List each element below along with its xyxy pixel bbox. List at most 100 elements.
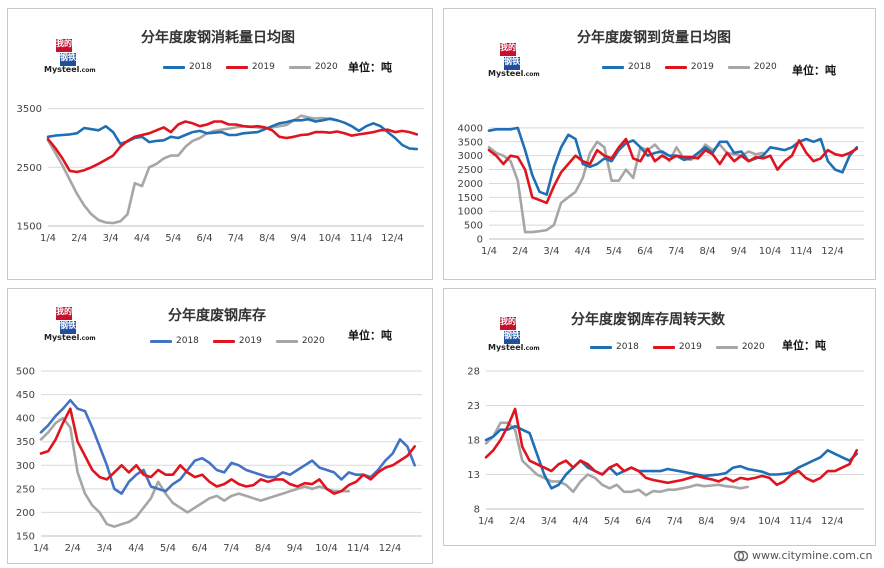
logo-wordmark-suffix: .com — [523, 71, 540, 78]
chart-legend: 2018 2019 2020 — [602, 62, 777, 72]
chart-title: 分年度废钢消耗量日均图 — [141, 30, 295, 46]
y-tick-label: 200 — [16, 508, 35, 519]
logo-line2: 钢铁 — [504, 57, 520, 66]
unit-label: 单位：吨 — [792, 64, 836, 77]
legend-item-2018: 2018 — [150, 336, 199, 346]
legend-item-2020: 2020 — [288, 62, 338, 72]
x-tick-label: 12/4 — [379, 543, 401, 554]
x-tick-label: 4/4 — [572, 516, 588, 527]
logo-line2: 钢铁 — [60, 53, 76, 62]
x-tick-label: 3/4 — [96, 543, 112, 554]
y-tick-label: 13 — [467, 470, 480, 481]
logo-wordmark: Mysteel — [488, 69, 524, 78]
chart-panel-arrivals: 分年度废钢到货量日均图 我的 钢铁 Mysteel.com 2018 2019 2… — [443, 8, 876, 280]
x-tick-label: 11/4 — [790, 246, 812, 257]
series-line-2020 — [39, 416, 351, 528]
x-tick-label: 7/4 — [228, 233, 244, 244]
logo-wordmark-suffix: .com — [523, 345, 540, 352]
x-tick-label: 8/4 — [255, 543, 271, 554]
series-line-2018 — [487, 126, 859, 196]
unit-label: 单位：吨 — [348, 329, 392, 342]
logo-line1: 我的 — [500, 317, 516, 326]
y-tick-label: 4000 — [458, 123, 483, 134]
series-line-2019 — [487, 137, 859, 205]
y-tick-label: 28 — [467, 367, 480, 378]
x-tick-label: 2/4 — [71, 233, 87, 244]
mysteel-logo: 我的 钢铁 Mysteel.com — [488, 317, 558, 355]
x-tick-label: 2/4 — [65, 543, 81, 554]
logo-wordmark-suffix: .com — [79, 335, 96, 342]
x-tick-label: 3/4 — [103, 233, 119, 244]
x-tick-label: 1/4 — [481, 246, 497, 257]
y-tick-label: 250 — [16, 484, 35, 495]
chart-title: 分年度废钢库存周转天数 — [571, 312, 725, 328]
legend-item-2020: 2020 — [727, 62, 777, 72]
x-tick-label: 7/4 — [667, 516, 683, 527]
x-tick-label: 11/4 — [350, 233, 372, 244]
legend-item-2019: 2019 — [225, 62, 275, 72]
y-tick-label: 3500 — [17, 104, 42, 115]
legend-item-2018: 2018 — [602, 62, 651, 72]
y-tick-label: 2000 — [458, 179, 483, 190]
legend-item-2019: 2019 — [664, 62, 714, 72]
x-tick-label: 8/4 — [259, 233, 275, 244]
x-tick-label: 6/4 — [635, 516, 651, 527]
mysteel-logo: 我的钢铁 Mysteel.com — [44, 39, 114, 77]
chart-legend: 2018 2019 2020 — [590, 342, 765, 352]
y-tick-label: 18 — [467, 436, 480, 447]
watermark-text: www.citymine.com.cn — [752, 549, 873, 562]
y-tick-label: 2500 — [17, 163, 42, 174]
logo-line1: 我的 — [56, 39, 72, 48]
x-tick-label: 11/4 — [790, 516, 812, 527]
series-line-2019 — [39, 407, 417, 495]
legend-item-2020: 2020 — [715, 342, 765, 352]
x-tick-label: 6/4 — [196, 233, 212, 244]
x-tick-label: 9/4 — [290, 233, 306, 244]
x-tick-label: 2/4 — [509, 516, 525, 527]
chart-panel-consumption: 分年度废钢消耗量日均图 我的 钢铁 Mysteel.com 2018 2019 2… — [7, 8, 433, 280]
y-tick-label: 300 — [16, 461, 35, 472]
x-tick-label: 11/4 — [347, 543, 369, 554]
series-line-2019 — [46, 120, 419, 174]
y-tick-label: 1500 — [458, 193, 483, 204]
x-tick-label: 5/4 — [604, 516, 620, 527]
site-watermark: www.citymine.com.cn — [733, 549, 873, 562]
series-line-2018 — [484, 424, 859, 490]
y-tick-label: 500 — [464, 221, 483, 232]
x-tick-label: 7/4 — [668, 246, 684, 257]
chart-plot-turnover-days: 8 13 18 23 28 1/4 2/4 3/4 4/4 5/4 6/4 7/4 8/4 9/4 10/4… — [467, 367, 864, 527]
x-tick-label: 4/4 — [575, 246, 591, 257]
y-tick-label: 1000 — [458, 207, 483, 218]
series-line-2019 — [484, 407, 859, 487]
x-tick-label: 10/4 — [315, 543, 337, 554]
y-tick-label: 150 — [16, 532, 35, 543]
x-tick-label: 6/4 — [192, 543, 208, 554]
y-tick-label: 2500 — [458, 165, 483, 176]
x-tick-label: 1/4 — [478, 516, 494, 527]
x-tick-label: 3/4 — [543, 246, 559, 257]
logo-wordmark: Mysteel — [44, 333, 80, 342]
x-tick-label: 12/4 — [821, 246, 843, 257]
x-tick-label: 1/4 — [33, 543, 49, 554]
legend-item-2018: 2018 — [590, 342, 639, 352]
legend-item-2020: 2020 — [275, 336, 325, 346]
logo-line2: 钢铁 — [60, 321, 76, 330]
x-tick-label: 10/4 — [758, 516, 780, 527]
logo-wordmark-suffix: .com — [79, 67, 96, 74]
chart-title: 分年度废钢到货量日均图 — [577, 30, 731, 46]
chart-plot-consumption: 1500 2500 3500 1/4 2/4 3/4 4/4 5/4 6/4 7/4 8/4 9/4 1… — [17, 104, 424, 244]
x-tick-label: 12/4 — [821, 516, 843, 527]
logo-line1: 我的 — [56, 307, 72, 316]
unit-label: 单位：吨 — [348, 61, 392, 74]
logo-wordmark: Mysteel — [44, 65, 80, 74]
chart-legend: 2018 2019 2020 — [150, 336, 325, 346]
mysteel-logo: 我的钢铁 Mysteel.com — [44, 307, 114, 345]
legend-item-2019: 2019 — [212, 336, 262, 346]
y-tick-label: 450 — [16, 390, 35, 401]
chart-plot-inventory: 150 200 250 300 350 400 450 500 1/4 2/4 3/4 4/4 5/4 6… — [16, 367, 422, 554]
y-tick-label: 400 — [16, 414, 35, 425]
chart-plot-arrivals: 0 500 1000 1500 2000 2500 3000 3500 4000 1/4 2/4 3/… — [458, 123, 864, 257]
x-tick-label: 7/4 — [223, 543, 239, 554]
unit-label: 单位：吨 — [782, 339, 826, 352]
series-line-2020 — [484, 421, 750, 497]
